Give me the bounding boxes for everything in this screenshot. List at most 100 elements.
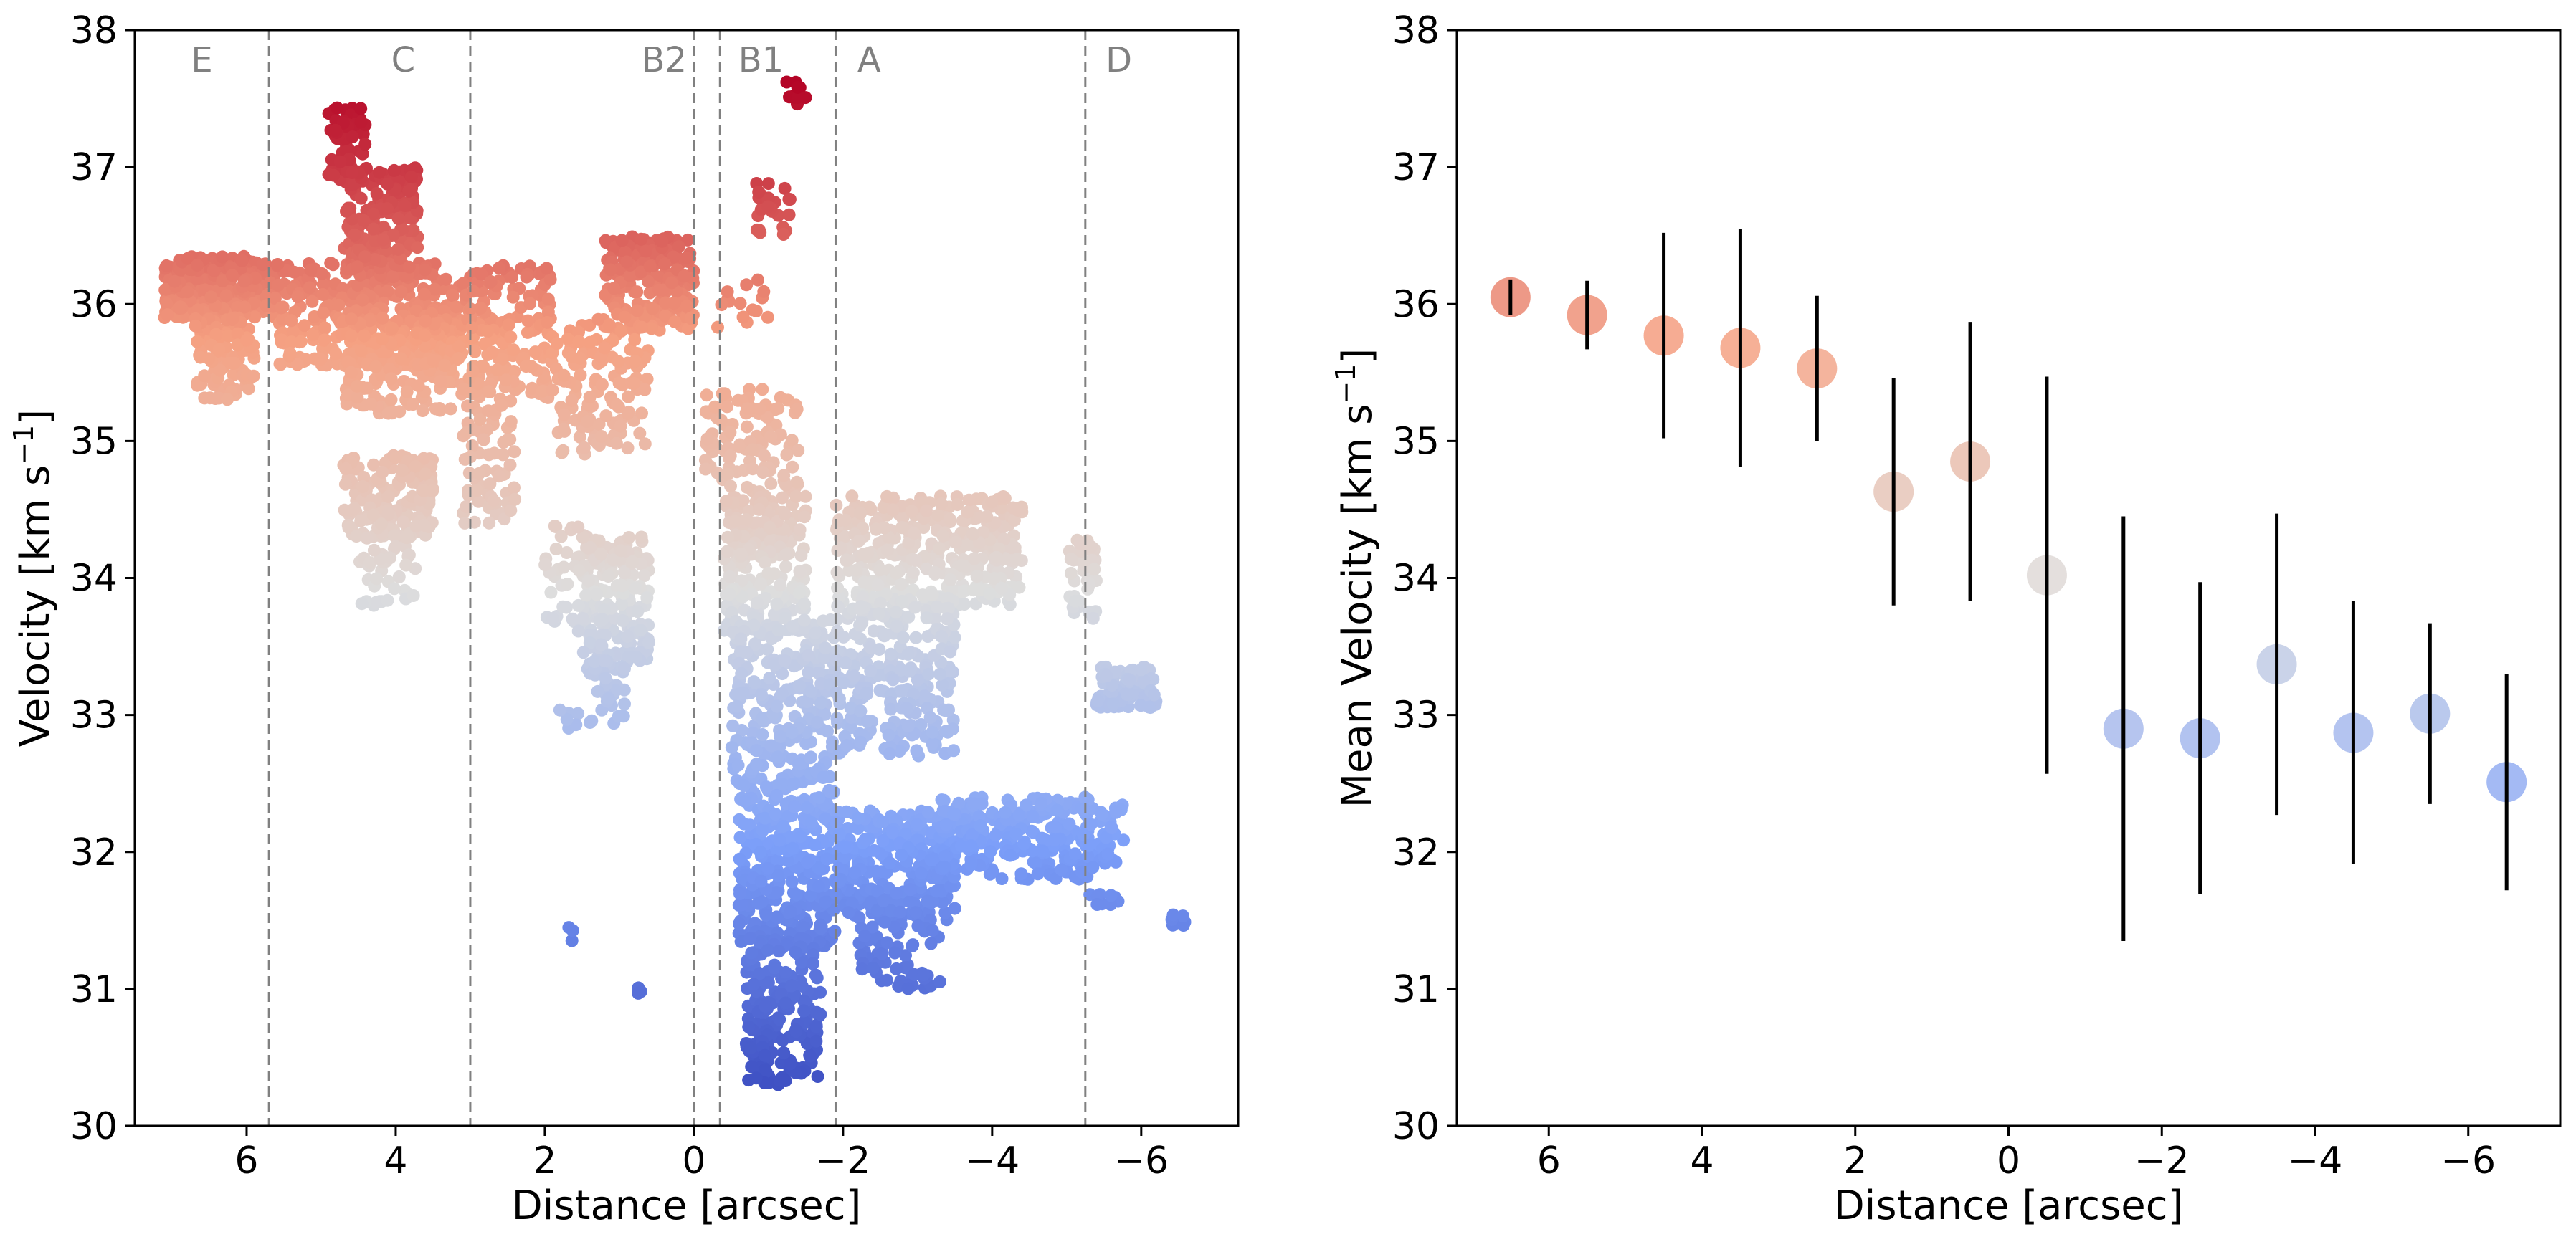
velocity-point: [890, 962, 903, 975]
velocity-point: [781, 809, 794, 823]
velocity-point: [886, 826, 899, 839]
velocity-point: [854, 602, 868, 615]
velocity-point: [1003, 849, 1017, 862]
velocity-point: [508, 481, 521, 495]
velocity-point: [1134, 663, 1148, 677]
velocity-point: [946, 722, 959, 736]
velocity-point: [204, 290, 218, 304]
velocity-point: [878, 627, 892, 641]
velocity-point: [832, 861, 845, 875]
velocity-point: [939, 602, 953, 616]
velocity-point: [375, 517, 388, 531]
velocity-point: [376, 220, 390, 234]
velocity-point: [809, 968, 822, 982]
velocity-point: [360, 381, 374, 395]
velocity-point: [357, 329, 371, 343]
velocity-point: [1073, 537, 1087, 550]
velocity-point: [581, 574, 595, 588]
velocity-point: [399, 558, 413, 572]
y-tick-label: 36: [70, 283, 118, 326]
velocity-point: [198, 369, 212, 383]
velocity-point: [483, 477, 497, 491]
velocity-point: [852, 910, 865, 924]
velocity-point: [557, 560, 571, 574]
velocity-point: [808, 626, 822, 640]
velocity-point: [506, 290, 520, 304]
velocity-point: [161, 308, 174, 322]
velocity-point: [809, 1034, 823, 1048]
velocity-point: [906, 938, 920, 952]
velocity-point: [354, 514, 368, 527]
velocity-point: [831, 599, 845, 613]
velocity-point: [870, 903, 884, 917]
velocity-point: [797, 613, 811, 627]
velocity-point: [926, 725, 939, 739]
velocity-point: [370, 572, 384, 586]
velocity-point: [346, 130, 359, 143]
velocity-point: [655, 234, 669, 248]
velocity-point: [507, 343, 520, 357]
velocity-point: [926, 588, 939, 601]
velocity-point: [910, 744, 923, 758]
velocity-point: [248, 310, 262, 324]
velocity-point: [614, 598, 628, 611]
velocity-point: [889, 606, 903, 619]
velocity-point: [806, 957, 819, 970]
velocity-point: [434, 375, 447, 388]
velocity-point: [1078, 555, 1091, 568]
velocity-point: [794, 955, 808, 969]
velocity-point: [594, 430, 608, 443]
velocity-point: [523, 297, 537, 310]
region-labels: E C B2 B1 A D: [191, 40, 1132, 80]
velocity-point: [787, 778, 801, 790]
velocity-point: [761, 200, 775, 214]
velocity-point: [474, 301, 488, 315]
velocity-point: [773, 1013, 786, 1026]
velocity-point: [974, 819, 987, 833]
velocity-point: [778, 654, 792, 667]
velocity-point: [752, 502, 766, 516]
velocity-point: [740, 646, 754, 659]
x-tick-label: 6: [234, 1140, 258, 1183]
velocity-point: [614, 544, 628, 558]
velocity-point: [878, 915, 891, 929]
velocity-point: [776, 778, 789, 791]
velocity-point: [577, 441, 591, 454]
velocity-point: [642, 636, 655, 649]
velocity-point: [741, 402, 754, 416]
velocity-point: [1106, 697, 1120, 711]
velocity-point: [487, 494, 500, 507]
velocity-point: [492, 469, 505, 483]
velocity-point: [789, 1025, 803, 1038]
velocity-point: [734, 547, 748, 560]
velocity-point: [240, 333, 254, 347]
velocity-point: [290, 358, 304, 371]
velocity-point: [948, 631, 961, 644]
velocity-point: [546, 383, 559, 397]
velocity-point: [418, 329, 432, 343]
velocity-point: [376, 333, 389, 345]
velocity-point: [779, 965, 792, 979]
velocity-point: [814, 696, 828, 710]
velocity-point: [909, 906, 923, 919]
velocity-point: [376, 311, 389, 325]
velocity-point: [574, 368, 587, 382]
velocity-point: [778, 181, 792, 195]
velocity-point: [560, 546, 574, 559]
velocity-point: [872, 607, 885, 621]
velocity-point: [191, 259, 204, 272]
velocity-point: [635, 406, 648, 420]
velocity-point: [753, 402, 766, 416]
velocity-point: [457, 382, 470, 396]
velocity-point: [412, 379, 425, 393]
velocity-point: [351, 279, 364, 292]
velocity-point: [812, 667, 825, 680]
velocity-point: [802, 649, 815, 662]
velocity-point: [854, 507, 868, 520]
velocity-point: [333, 155, 347, 168]
velocity-point: [896, 631, 910, 644]
velocity-point: [571, 598, 585, 612]
velocity-point: [966, 527, 980, 541]
velocity-point: [830, 712, 844, 725]
